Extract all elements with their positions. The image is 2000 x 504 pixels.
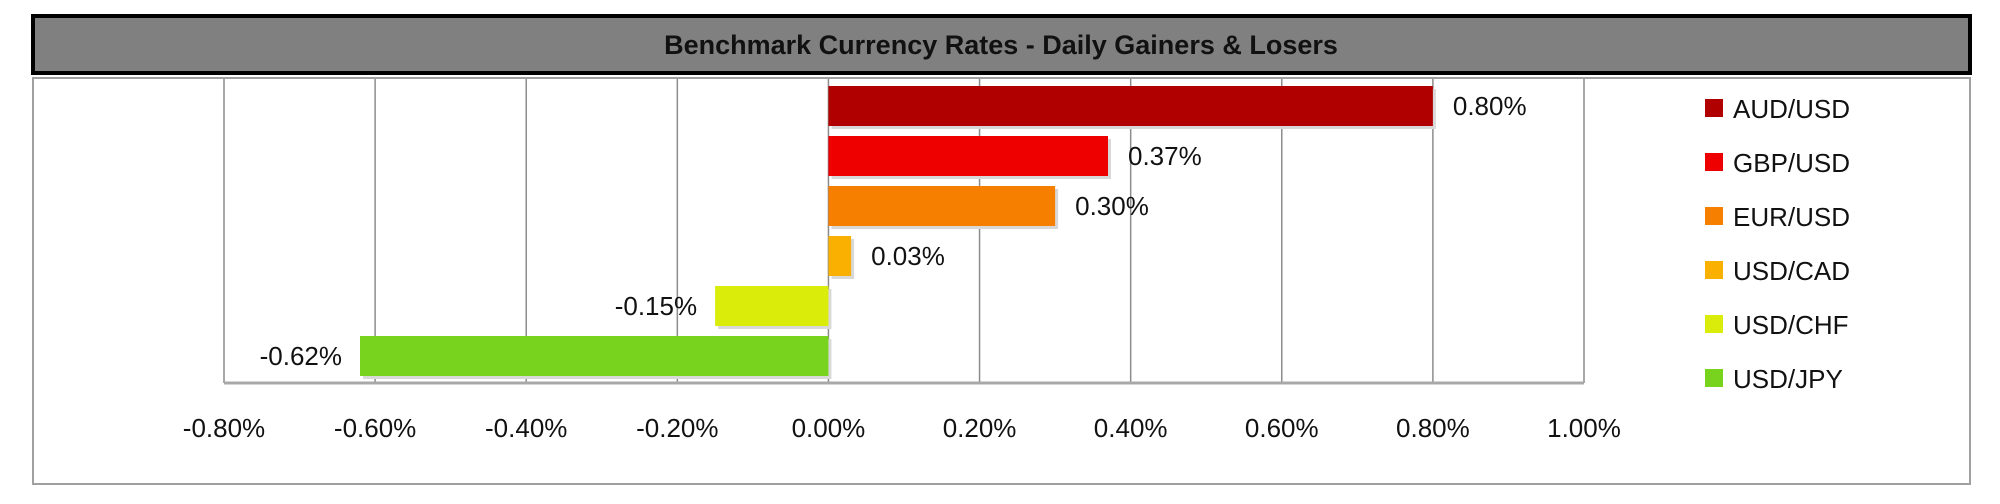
legend-swatch — [1705, 369, 1723, 387]
bar-usd-jpy — [360, 336, 829, 376]
legend-item: EUR/USD — [1705, 202, 1850, 232]
data-label: 0.80% — [1453, 91, 1527, 121]
legend-item: USD/CHF — [1705, 310, 1849, 340]
data-label: 0.30% — [1075, 191, 1149, 221]
data-label: 0.37% — [1128, 141, 1202, 171]
x-axis-ticks: -0.80% -0.60% -0.40% -0.20% 0.00% 0.20% 0.40% 0… — [183, 413, 1621, 443]
legend-item: AUD/USD — [1705, 94, 1850, 124]
x-tick-label: -0.40% — [485, 413, 567, 443]
legend-label: USD/CAD — [1733, 256, 1850, 286]
legend-label: AUD/USD — [1733, 94, 1850, 124]
x-tick-label: -0.60% — [334, 413, 416, 443]
x-tick-label: 0.00% — [792, 413, 866, 443]
legend-item: GBP/USD — [1705, 148, 1850, 178]
bar-eur-usd — [828, 186, 1056, 226]
legend-item: USD/CAD — [1705, 256, 1850, 286]
legend-swatch — [1705, 261, 1723, 279]
legend-label: USD/CHF — [1733, 310, 1849, 340]
legend-swatch — [1705, 99, 1723, 117]
legend-swatch — [1705, 153, 1723, 171]
data-labels: 0.80% 0.37% 0.30% 0.03% -0.15% -0.62% — [260, 91, 1527, 371]
bar-aud-usd — [828, 86, 1433, 126]
data-label: -0.62% — [260, 341, 342, 371]
x-tick-label: 0.60% — [1245, 413, 1319, 443]
chart-title: Benchmark Currency Rates - Daily Gainers… — [664, 30, 1338, 60]
legend-label: GBP/USD — [1733, 148, 1850, 178]
bar-gbp-usd — [828, 136, 1108, 176]
legend-label: EUR/USD — [1733, 202, 1850, 232]
gridlines — [223, 79, 1585, 385]
legend-item: USD/JPY — [1705, 364, 1843, 394]
title-bar — [31, 14, 1972, 75]
data-label: -0.15% — [615, 291, 697, 321]
legend-swatch — [1705, 207, 1723, 225]
x-tick-label: -0.80% — [183, 413, 265, 443]
bar-usd-chf — [715, 286, 829, 326]
legend: AUD/USD GBP/USD EUR/USD USD/CAD USD/CHF USD/J… — [1705, 94, 1850, 394]
data-label: 0.03% — [871, 241, 945, 271]
x-tick-label: -0.20% — [636, 413, 718, 443]
x-tick-label: 1.00% — [1547, 413, 1621, 443]
x-tick-label: 0.20% — [943, 413, 1017, 443]
legend-label: USD/JPY — [1733, 364, 1843, 394]
legend-swatch — [1705, 315, 1723, 333]
x-tick-label: 0.40% — [1094, 413, 1168, 443]
x-tick-label: 0.80% — [1396, 413, 1470, 443]
bar-usd-cad — [828, 236, 852, 276]
bars — [360, 86, 1436, 379]
